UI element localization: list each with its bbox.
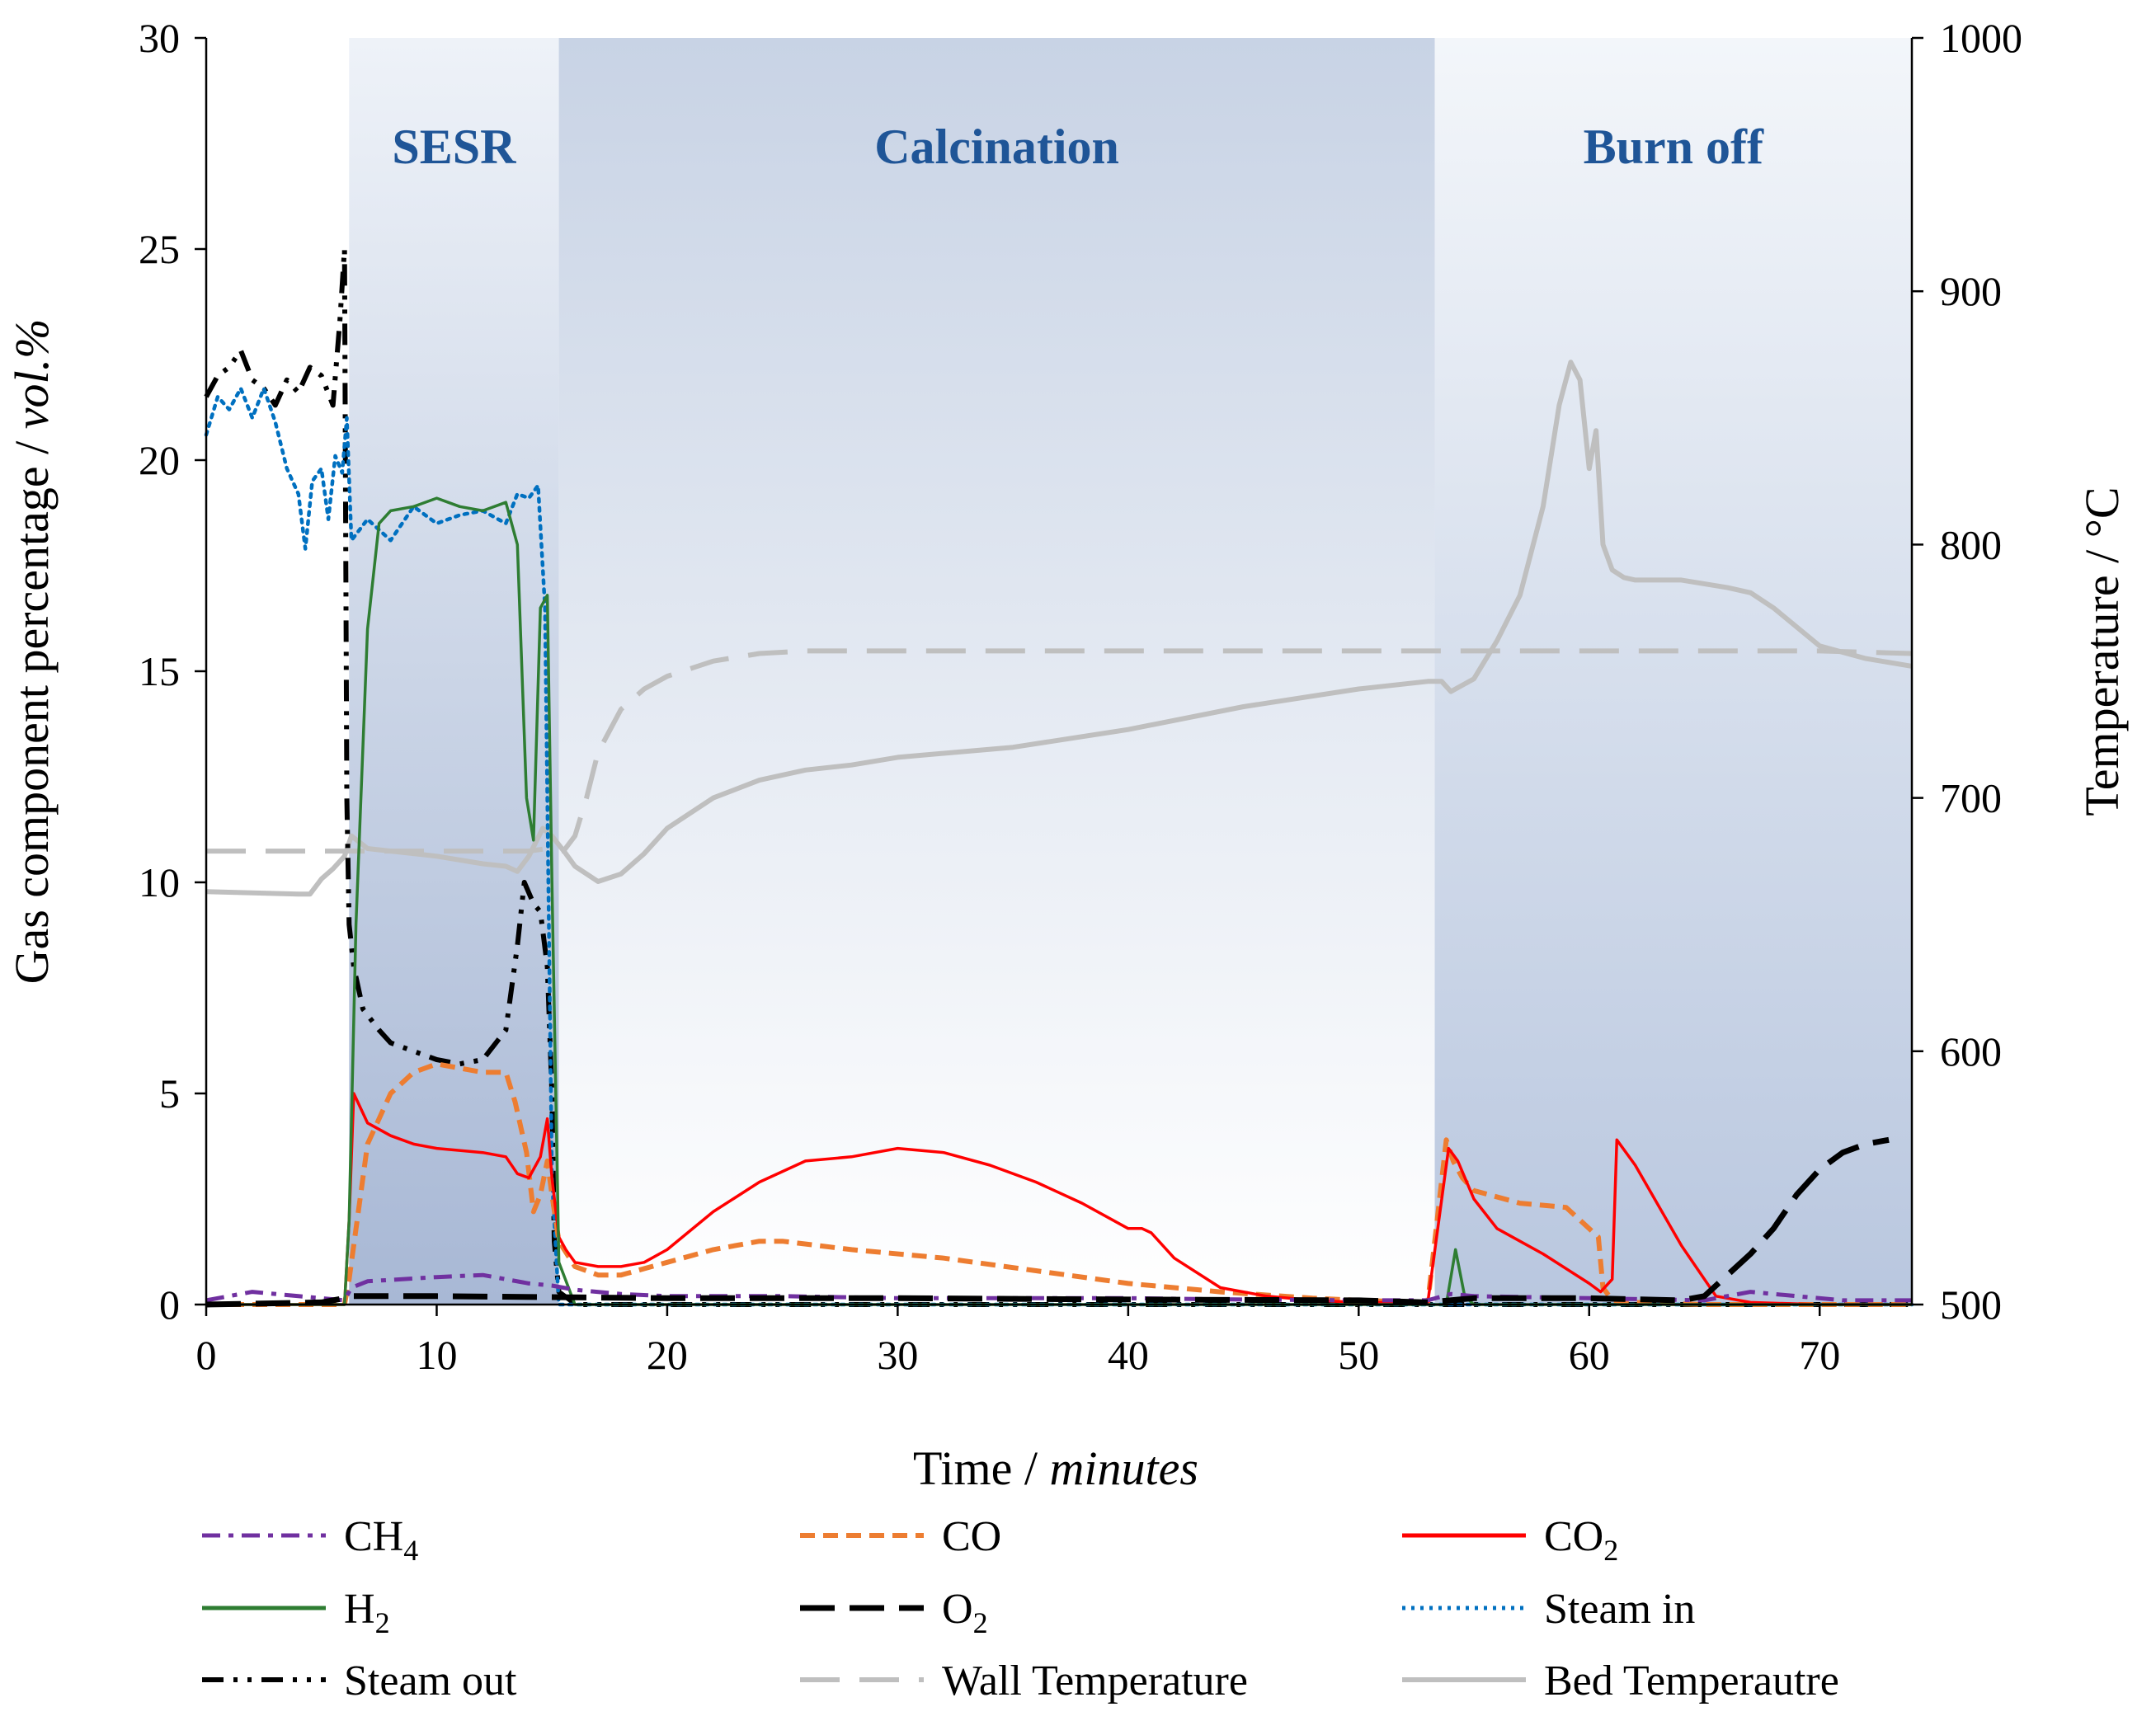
legend-label-ch4: CH4 xyxy=(344,1513,418,1567)
y-tick-label: 5 xyxy=(159,1070,180,1117)
x-tick-label: 70 xyxy=(1799,1332,1840,1378)
legend-label-bed-temp: Bed Temperautre xyxy=(1544,1657,1839,1704)
series-line-o2 xyxy=(205,1136,1890,1308)
phase-labels: SESR Calcination Burn off xyxy=(392,120,1764,174)
legend-label-h2: H2 xyxy=(344,1586,390,1639)
x-tick-label: 60 xyxy=(1569,1332,1610,1378)
x-tick-label: 20 xyxy=(647,1332,688,1378)
series-line-bed-temp xyxy=(205,360,1913,897)
legend-label-subscript: 2 xyxy=(375,1606,390,1639)
y-axis-title-main: Gas component percentage / xyxy=(5,429,59,984)
phase-label-calcination: Calcination xyxy=(874,120,1119,174)
legend-label-co2: CO2 xyxy=(1544,1513,1618,1567)
y-tick-label: 0 xyxy=(159,1281,180,1328)
y2-axis-title: Temperature / °C xyxy=(2075,487,2129,816)
series-line-wall-temp xyxy=(206,648,1913,854)
x-tick-label: 50 xyxy=(1338,1332,1379,1378)
x-tick-label: 0 xyxy=(196,1332,217,1378)
y-tick-label: 15 xyxy=(139,648,180,694)
series-line-steam-in xyxy=(204,386,1914,1307)
y2-tick-label: 900 xyxy=(1940,268,2002,314)
phase-band-burn-off xyxy=(1434,38,1912,1305)
phase-band-calcination xyxy=(558,38,1435,1305)
phase-bands xyxy=(349,38,1912,1305)
legend-label-subscript: 2 xyxy=(973,1606,988,1639)
series-line-steam-out xyxy=(204,247,1912,1307)
legend-label-o2: O2 xyxy=(942,1586,988,1639)
legend-label-subscript: 4 xyxy=(403,1534,418,1567)
x-axis-title-unit: minutes xyxy=(1050,1441,1198,1495)
phase-label-burn-off: Burn off xyxy=(1584,120,1764,174)
series-line-co2 xyxy=(206,1092,1912,1306)
y-tick-label: 25 xyxy=(139,226,180,272)
phase-band-sesr xyxy=(349,38,559,1305)
legend-label-text: Bed Temperautre xyxy=(1544,1657,1839,1704)
y-tick-label: 30 xyxy=(139,15,180,61)
legend-label-text: CO xyxy=(942,1513,1001,1560)
ticks: 0 10 20 30 40 50 60 700510152025305006007008009… xyxy=(139,15,2022,1378)
legend-label-steam-in: Steam in xyxy=(1544,1586,1695,1633)
phase-label-sesr: SESR xyxy=(392,120,516,174)
y2-tick-label: 500 xyxy=(1940,1281,2002,1328)
legend-label-text: O xyxy=(942,1586,973,1633)
legend-label-text: Steam out xyxy=(344,1657,517,1704)
legend-label-text: Wall Temperature xyxy=(942,1657,1248,1704)
y2-tick-label: 700 xyxy=(1940,775,2002,821)
x-tick-label: 10 xyxy=(416,1332,457,1378)
legend-label-subscript: 2 xyxy=(1603,1534,1618,1567)
y-tick-label: 20 xyxy=(139,437,180,483)
legend-label-text: CH xyxy=(344,1513,403,1560)
x-tick-label: 30 xyxy=(877,1332,918,1378)
x-tick-label: 40 xyxy=(1108,1332,1149,1378)
y-axis-title: Gas component percentage / vol.% xyxy=(5,319,59,985)
series-line-co xyxy=(206,1061,1912,1307)
legend-label-text: Steam in xyxy=(1544,1586,1695,1633)
y2-tick-label: 800 xyxy=(1940,521,2002,567)
legend-label-text: CO xyxy=(1544,1513,1603,1560)
legend-label-co: CO xyxy=(942,1513,1001,1560)
legend-label-text: H xyxy=(344,1586,375,1633)
legend-label-wall-temp: Wall Temperature xyxy=(942,1657,1248,1704)
legend-label-steam-out: Steam out xyxy=(344,1657,517,1704)
y-axis-title-unit: vol.% xyxy=(5,319,59,430)
x-axis-title-main: Time / xyxy=(913,1441,1049,1495)
x-axis-title: Time / minutes xyxy=(913,1441,1198,1495)
y-tick-label: 10 xyxy=(139,859,180,905)
y2-tick-label: 600 xyxy=(1940,1028,2002,1074)
y2-tick-label: 1000 xyxy=(1940,15,2022,61)
